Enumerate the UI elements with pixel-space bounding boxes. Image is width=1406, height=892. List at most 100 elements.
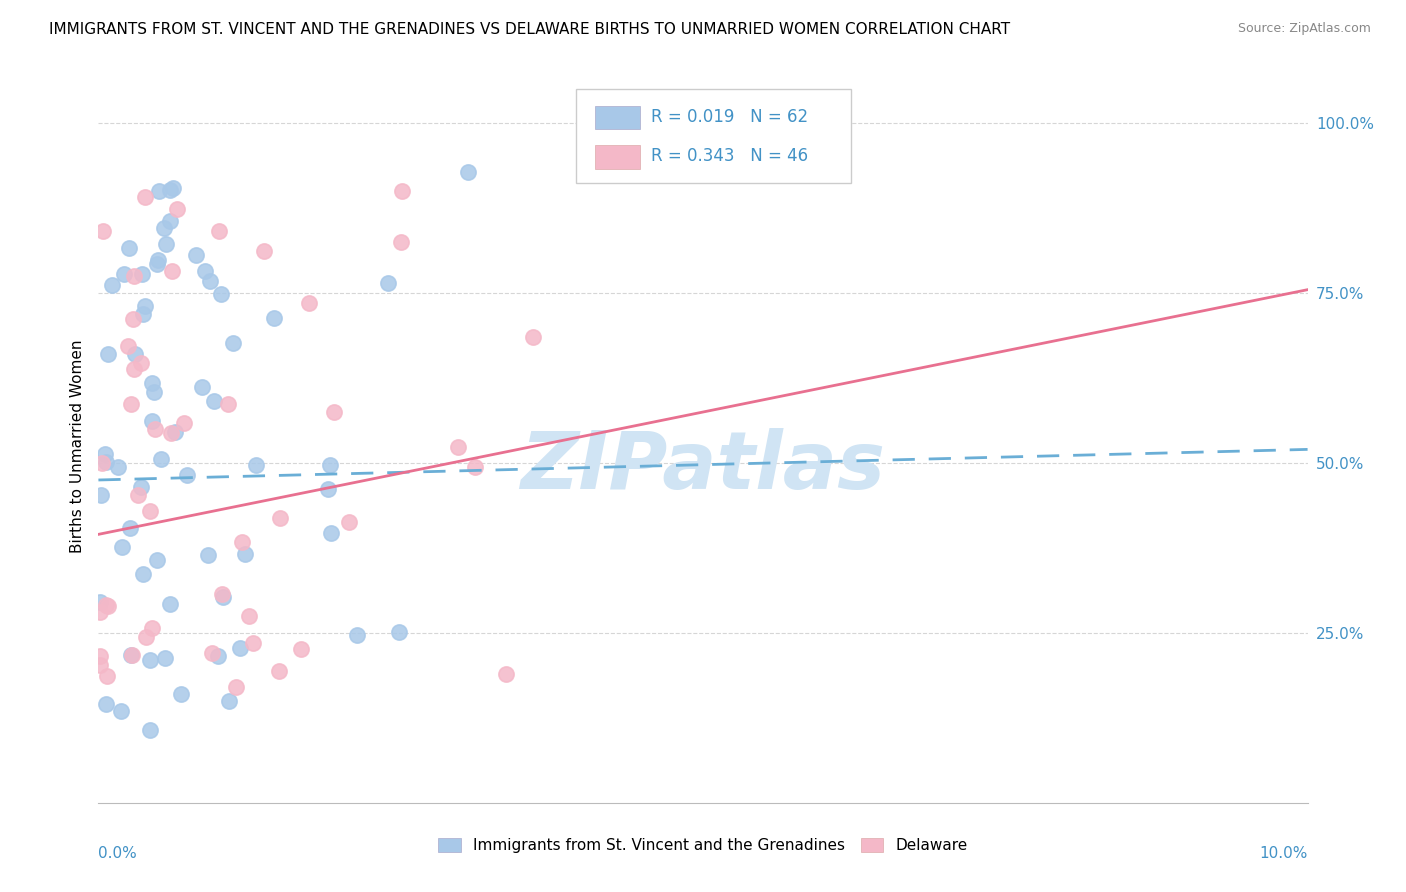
Point — [160, 425, 183, 440]
Point — [322, 405, 344, 419]
Point — [122, 362, 145, 376]
Point — [94, 455, 117, 469]
Point — [290, 642, 312, 657]
Point — [101, 278, 124, 293]
Point — [131, 267, 153, 281]
Point — [89, 648, 111, 663]
Point — [132, 567, 155, 582]
Point — [145, 257, 167, 271]
Point — [263, 310, 285, 325]
Point — [165, 425, 187, 439]
Text: 0.0%: 0.0% — [98, 846, 138, 861]
Point — [155, 651, 177, 665]
Point — [90, 488, 112, 502]
Point — [218, 694, 240, 708]
Point — [253, 244, 276, 258]
Point — [132, 306, 155, 320]
Point — [159, 183, 181, 197]
Text: R = 0.019   N = 62: R = 0.019 N = 62 — [651, 108, 808, 126]
Point — [391, 185, 413, 199]
Point — [173, 417, 195, 431]
Point — [464, 459, 486, 474]
Point — [198, 274, 221, 288]
Point — [211, 587, 233, 601]
Point — [120, 397, 142, 411]
Point — [225, 681, 247, 695]
Point — [377, 276, 399, 290]
Point — [389, 235, 412, 249]
Point — [141, 376, 163, 390]
Point — [197, 548, 219, 562]
Point — [139, 653, 162, 667]
Point — [134, 189, 156, 203]
Point — [245, 458, 267, 472]
Point — [129, 480, 152, 494]
Point — [162, 264, 184, 278]
Text: ZIPatlas: ZIPatlas — [520, 428, 886, 507]
Point — [231, 534, 253, 549]
Point — [166, 202, 188, 216]
Point — [319, 525, 342, 540]
Point — [150, 452, 173, 467]
Point — [194, 264, 217, 278]
Point — [110, 704, 132, 718]
Point — [388, 625, 411, 640]
Point — [97, 347, 120, 361]
Point — [269, 511, 291, 525]
Point — [118, 241, 141, 255]
Point — [118, 521, 141, 535]
Point — [162, 180, 184, 194]
Point — [238, 609, 260, 624]
Point — [122, 269, 145, 284]
Point — [143, 422, 166, 436]
Point — [159, 597, 181, 611]
Point — [121, 648, 143, 662]
Text: R = 0.343   N = 46: R = 0.343 N = 46 — [651, 147, 808, 165]
Point — [229, 640, 252, 655]
Point — [148, 185, 170, 199]
Point — [447, 440, 470, 454]
Point — [207, 649, 229, 664]
Point — [202, 394, 225, 409]
Point — [139, 504, 162, 518]
Point — [522, 329, 544, 343]
Text: 10.0%: 10.0% — [1260, 846, 1308, 861]
Point — [145, 553, 167, 567]
Point — [457, 165, 479, 179]
Point — [316, 482, 339, 496]
Point — [112, 268, 135, 282]
Point — [267, 664, 290, 678]
Point — [121, 312, 143, 326]
Point — [495, 667, 517, 681]
Point — [191, 380, 214, 394]
Point — [159, 214, 181, 228]
Point — [94, 598, 117, 612]
Point — [346, 628, 368, 642]
Point — [207, 224, 229, 238]
Point — [89, 605, 111, 619]
Point — [141, 621, 163, 635]
Point — [89, 595, 111, 609]
Point — [135, 630, 157, 644]
Point — [111, 540, 134, 554]
Text: IMMIGRANTS FROM ST. VINCENT AND THE GRENADINES VS DELAWARE BIRTHS TO UNMARRIED W: IMMIGRANTS FROM ST. VINCENT AND THE GREN… — [49, 22, 1011, 37]
Point — [107, 460, 129, 475]
Point — [211, 590, 233, 604]
Point — [127, 488, 149, 502]
Point — [298, 295, 321, 310]
Point — [120, 648, 142, 663]
Point — [319, 458, 342, 473]
Point — [233, 547, 256, 561]
Point — [124, 347, 146, 361]
Point — [184, 248, 207, 262]
Point — [217, 397, 239, 411]
Y-axis label: Births to Unmarried Women: Births to Unmarried Women — [69, 339, 84, 553]
Point — [96, 669, 118, 683]
Point — [117, 339, 139, 353]
Point — [134, 299, 156, 313]
Point — [139, 723, 162, 737]
Point — [91, 224, 114, 238]
Point — [143, 384, 166, 399]
Point — [337, 515, 360, 529]
Point — [209, 286, 232, 301]
